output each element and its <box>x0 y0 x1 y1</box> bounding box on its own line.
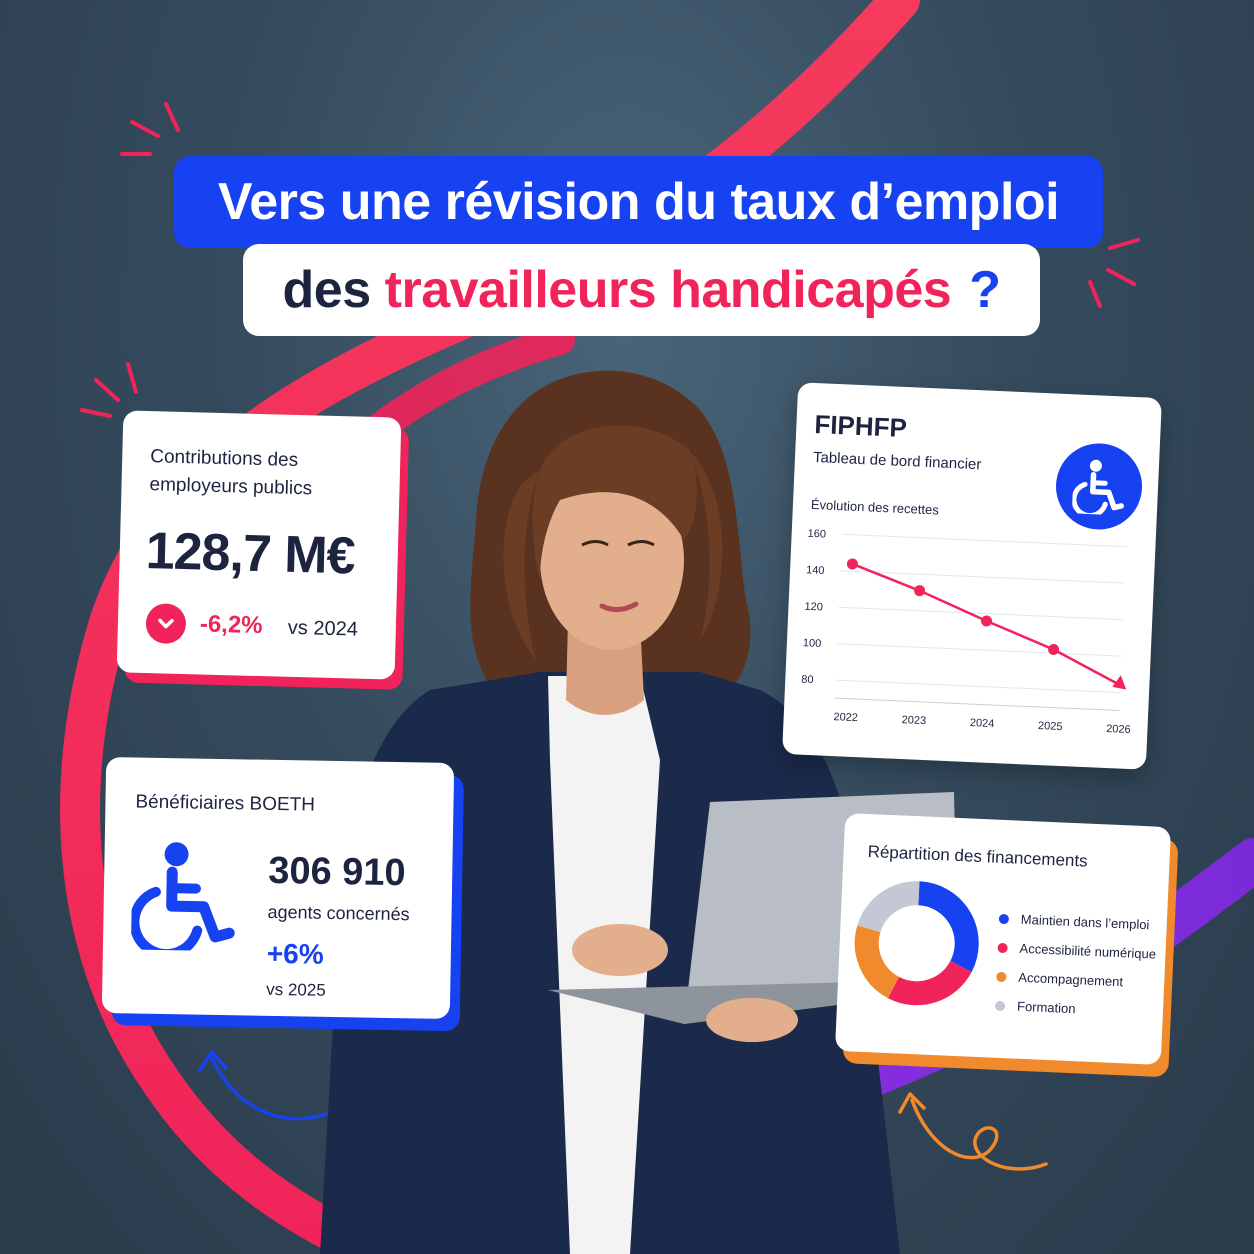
sparkle-lines-top-left <box>120 102 180 156</box>
boeth-card: Bénéficiaires BOETH 306 910 agents conce… <box>101 756 455 1020</box>
donut-slice <box>857 881 920 933</box>
data-point <box>914 585 926 597</box>
donut-slice <box>854 925 900 999</box>
x-tick-label: 2023 <box>901 714 926 727</box>
legend-dot <box>994 1000 1006 1011</box>
fiphfp-subtitle: Tableau de bord financier <box>812 448 982 474</box>
wheelchair-icon <box>1054 441 1144 532</box>
wheelchair-icon <box>130 842 235 952</box>
legend-item: Formation <box>994 991 1154 1027</box>
page-title-line-2: des travailleurs handicapés ? <box>243 244 1040 336</box>
contributions-label: Contributions des employeurs publics <box>149 446 313 500</box>
x-tick-label: 2026 <box>1106 723 1131 736</box>
legend-dot <box>996 971 1007 982</box>
contributions-comparison: vs 2024 <box>287 616 359 641</box>
contributions-value: 128,7 M€ <box>145 522 356 586</box>
title-question-mark: ? <box>969 261 1001 319</box>
boeth-value: 306 910 <box>267 849 407 895</box>
chevron-down-icon <box>145 603 187 645</box>
repartition-title: Répartition des financements <box>867 842 1089 871</box>
donut-slice <box>887 960 972 1006</box>
gridline <box>840 570 1125 584</box>
y-tick-label: 140 <box>806 564 825 577</box>
y-tick-label: 160 <box>807 528 826 541</box>
title-prefix: des <box>282 261 372 319</box>
legend-dot <box>997 942 1008 953</box>
data-point-arrow <box>1112 675 1127 690</box>
x-tick-label: 2022 <box>833 711 858 724</box>
gridline <box>836 643 1122 657</box>
gridline <box>841 533 1127 548</box>
y-tick-label: 120 <box>804 601 823 614</box>
revenue-line-chart: 160 140 120 100 80 2022 2023 2024 2025 2026 <box>801 528 1131 736</box>
legend-label: Accompagnement <box>1018 969 1124 990</box>
repartition-card: Répartition des financements Maintien da… <box>834 813 1172 1065</box>
x-axis-line <box>834 697 1120 712</box>
y-tick-label: 100 <box>803 637 822 650</box>
data-point <box>1048 643 1060 655</box>
page-title-text: Vers une révision du taux d’emploi <box>217 173 1060 231</box>
gridline <box>838 606 1124 621</box>
donut-slice <box>917 881 979 973</box>
legend-label: Formation <box>1016 998 1076 1017</box>
page-title-line-1: Vers une révision du taux d’emploi <box>174 156 1103 248</box>
contributions-card: Contributions des employeurs publics 128… <box>116 410 402 680</box>
boeth-delta: +6% <box>266 937 324 970</box>
fiphfp-title: FIPHFP <box>813 408 908 444</box>
boeth-comparison: vs 2025 <box>266 979 326 1000</box>
fiphfp-card: FIPHFP Tableau de bord financier Évoluti… <box>782 382 1162 770</box>
legend-dot <box>998 913 1010 924</box>
x-tick-label: 2024 <box>970 717 995 730</box>
data-point <box>981 615 993 627</box>
legend-label: Accessibilité numérique <box>1019 940 1157 962</box>
chart-title: Évolution des recettes <box>810 496 940 518</box>
y-tick-label: 80 <box>801 674 814 687</box>
contributions-delta: -6,2% <box>199 610 263 640</box>
boeth-label: Bénéficiaires BOETH <box>135 791 316 816</box>
data-point <box>846 558 858 570</box>
funding-donut-chart <box>854 881 979 1006</box>
gridline <box>835 679 1121 694</box>
legend-label: Maintien dans l’emploi <box>1020 911 1150 933</box>
donut-legend: Maintien dans l’emploi Accessibilité num… <box>994 904 1157 1027</box>
boeth-subtitle: agents concernés <box>267 901 410 925</box>
x-tick-label: 2025 <box>1038 720 1063 733</box>
title-highlight: travailleurs handicapés <box>384 261 952 319</box>
